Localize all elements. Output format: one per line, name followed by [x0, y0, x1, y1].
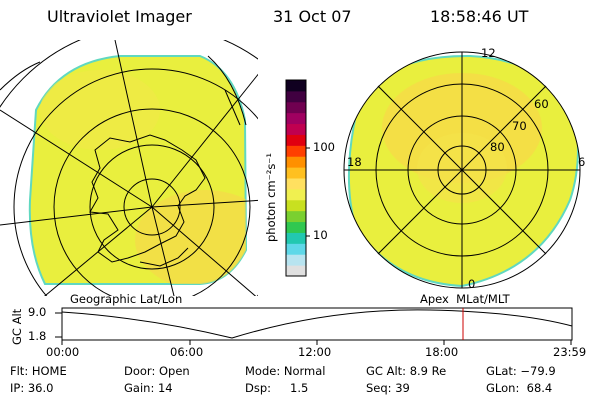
- alt-tick-low: 1.8: [28, 329, 47, 343]
- status-ip: IP: 36.0: [10, 381, 54, 395]
- mlt-label-6: 6: [578, 155, 586, 169]
- colorbar-unit-label: photon cm⁻²s⁻¹: [264, 153, 278, 242]
- altitude-curve: [61, 309, 573, 339]
- colorbar-tick-10: 10: [313, 228, 328, 242]
- instrument-title: Ultraviolet Imager: [47, 7, 192, 26]
- altitude-strip: [55, 307, 573, 345]
- colorbar-segment: [286, 232, 306, 244]
- colorbar-segment: [286, 254, 306, 266]
- time-label: 18:58:46 UT: [430, 7, 529, 26]
- mlat-label-60: 60: [534, 97, 549, 111]
- mlt-image: [343, 51, 581, 289]
- colorbar-segment: [286, 210, 306, 223]
- geographic-image: [0, 40, 258, 296]
- status-gc-alt: GC Alt: 8.9 Re: [366, 364, 447, 378]
- colorbar-segment: [286, 156, 306, 168]
- alt-axis-label: GC Alt: [10, 308, 24, 345]
- colorbar-segment: [286, 178, 306, 190]
- mlt-label-0: 0: [468, 277, 476, 291]
- mlt-label-18: 18: [347, 155, 362, 169]
- status-glon: GLon: 68.4: [486, 381, 553, 395]
- time-tick-1200: 12:00: [298, 345, 332, 359]
- colorbar-segment: [286, 123, 306, 135]
- mlat-label-70: 70: [512, 119, 527, 133]
- colorbar-segment: [286, 101, 306, 114]
- coastline-fragment: [139, 247, 189, 267]
- colorbar-segment: [286, 167, 306, 179]
- colorbar-segment: [286, 112, 306, 125]
- colorbar: [285, 79, 310, 277]
- status-gain: Gain: 14: [124, 381, 173, 395]
- status-mode: Mode: Normal: [245, 364, 326, 378]
- status-dsp-label: Dsp:: [245, 381, 272, 395]
- colorbar-segment: [286, 90, 306, 103]
- status-door: Door: Open: [124, 364, 190, 378]
- colorbar-segment: [286, 265, 306, 277]
- geographic-caption: Geographic Lat/Lon: [70, 292, 183, 306]
- colorbar-segment: [286, 221, 306, 233]
- antarctica-coastline: [89, 134, 206, 263]
- mlat-label-80: 80: [490, 140, 505, 154]
- time-tick-0600: 06:00: [170, 345, 204, 359]
- date-label: 31 Oct 07: [273, 7, 352, 26]
- colorbar-tick-100: 100: [313, 140, 335, 154]
- status-dsp-value: 1.5: [290, 381, 309, 395]
- alt-tick-high: 9.0: [28, 305, 47, 319]
- colorbar-segment: [286, 80, 306, 92]
- time-tick-0000: 00:00: [46, 345, 80, 359]
- colorbar-frame: [285, 79, 307, 277]
- time-tick-1800: 18:00: [425, 345, 459, 359]
- colorbar-segment: [286, 145, 306, 157]
- colorbar-segment: [286, 199, 306, 212]
- colorbar-segment: [286, 188, 306, 201]
- colorbar-segment: [286, 134, 306, 146]
- status-glat: GLat: −79.9: [486, 364, 556, 378]
- colorbar-segment: [286, 243, 306, 255]
- status-flt: Flt: HOME: [10, 364, 67, 378]
- apex-caption: Apex MLat/MLT: [420, 292, 510, 306]
- mlt-label-12: 12: [481, 46, 496, 60]
- time-tick-2359: 23:59: [553, 345, 587, 359]
- status-seq: Seq: 39: [366, 381, 410, 395]
